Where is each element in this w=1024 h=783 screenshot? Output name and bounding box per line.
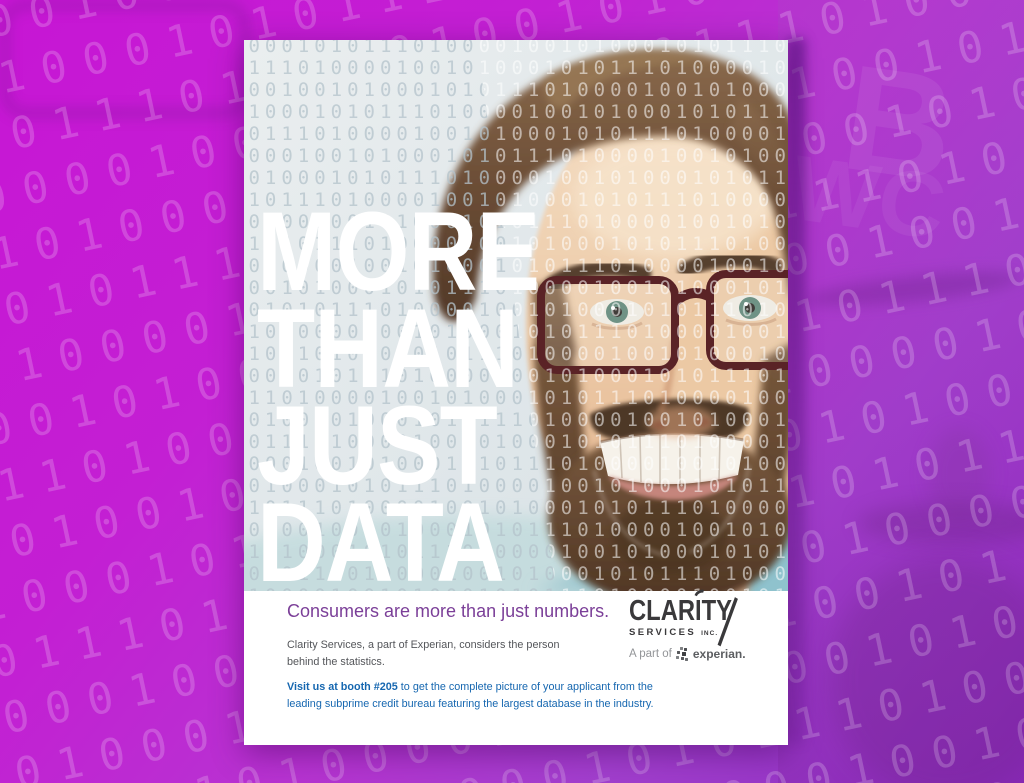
binary-row: 0101000101011101000010010100010101110100 [476, 541, 788, 563]
binary-row: 0100001001010001010111010000100101000101 [244, 585, 557, 591]
binary-row: 1000010010100010101110100001001010001010 [244, 211, 557, 233]
binary-row: 0101110100001001010001010111010000100101 [244, 189, 557, 211]
binary-row: 1000010010100010101110100001001010001010 [244, 519, 561, 541]
partner-prefix-text: A part of [629, 648, 672, 660]
clarity-services-line: SERVICES INC. [629, 627, 751, 638]
binary-row: 1011101000010010100010101110100001001010 [244, 123, 557, 145]
experian-text: experian. [692, 647, 746, 661]
binary-row: 1010001010111010000100101000101011101000 [476, 167, 788, 189]
man-photo: 1000101011101000010010100010101110100001… [244, 40, 788, 591]
binary-row: 0000100101000101011101000010010100010101 [476, 453, 788, 475]
binary-row: 0101110100001001010001010111010000100101 [476, 189, 788, 211]
headline-line: THAN [257, 286, 519, 411]
headline-line: MORE [257, 189, 540, 314]
binary-row: 0101110100001001010001010111010000100101 [244, 497, 561, 519]
cta-copy: Visit us at booth #205 to get the comple… [287, 679, 654, 712]
binary-row: 1010001010111010000100101000101011101000 [476, 475, 788, 497]
cta-bold: Visit us at booth #205 [287, 681, 398, 693]
binary-row: 0101110100001001010001010111010000100101 [476, 497, 788, 519]
ghost-beard [828, 556, 1024, 783]
binary-row: 1101000010010100010101110100001001010001 [476, 321, 788, 343]
binary-row: 1000010010100010101110100001001010001010 [476, 519, 788, 541]
services-text: SERVICES [629, 627, 697, 638]
binary-row: 0000100101000101011101000010010100010101 [244, 453, 561, 475]
headline-line: DATA [257, 480, 505, 592]
binary-row: 0000100101000101011101000010010100010101 [476, 145, 788, 167]
binary-row: 0010101110100001001010001010111010000100 [476, 299, 788, 321]
binary-row: 0100010101110100001001010001010111010000 [476, 101, 788, 123]
binary-row: 1001010001010111010000100101000101011101 [476, 277, 788, 299]
binary-row: 1010000100101000101011101000010010100010 [476, 255, 788, 277]
binary-row: 1001010001010111010000100101000101011101 [244, 277, 557, 299]
headline: MORE THAN JUST DATA [257, 189, 677, 592]
binary-row: 0111010000100101000101011101000010010100 [476, 57, 788, 79]
man-photo-illustration [244, 40, 788, 591]
clarity-logo-block: CLARITY SERVICES INC. A part of experian… [629, 587, 751, 661]
binary-row: 1110100001001010001010111010000100101000 [476, 387, 788, 409]
binary-row: 0100101000101011101000010010100010101110 [244, 343, 561, 365]
binary-row: 1010111010000100101000101011101000010010 [244, 563, 561, 585]
binary-row: 0101011101000010010100010101110100001001 [476, 233, 788, 255]
binary-row: 0010101110100001001010001010111010000100 [244, 299, 557, 321]
binary-row: 1000010010100010101110100001001010001010 [476, 211, 788, 233]
body-copy: Clarity Services, a part of Experian, co… [287, 637, 559, 670]
cta-line: Visit us at booth #205 to get the comple… [287, 679, 654, 696]
binary-row: 0101011101000010010100010101110100001001 [244, 233, 557, 255]
binary-texture-photo-gray: 1000101011101000010010100010101110100001… [244, 40, 561, 591]
binary-row: 1101000010010100010101110100001001010001 [244, 321, 561, 343]
binary-row: 0101000101011101000010010100010101110100 [244, 541, 561, 563]
binary-row: 0010010100010101110100001001010001010111 [244, 409, 561, 431]
ghost-nose [928, 428, 990, 520]
binary-row: 0000100101000101011101000010010100010101 [244, 145, 557, 167]
body-line: Clarity Services, a part of Experian, co… [287, 639, 560, 651]
binary-row: 0100101000101011101000010010100010101110 [476, 343, 788, 365]
binary-row: 0111010000100101000101011101000010010100 [244, 57, 557, 79]
binary-row: 1010001010111010000100101000101011101000 [244, 167, 557, 189]
binary-row: 1000101011101000010010100010101110100001 [396, 40, 788, 57]
cta-line: leading subprime credit bureau featuring… [287, 697, 654, 710]
experian-partner-line: A part of experian. [629, 647, 751, 661]
poster-edge-shadow [786, 38, 806, 745]
poster: 1000101011101000010010100010101110100001… [244, 40, 788, 745]
experian-dots-logo [675, 647, 689, 661]
binary-row: 1110100001001010001010111010000100101000 [244, 387, 561, 409]
clarity-wordmark: CLARITY [629, 587, 738, 647]
binary-row: 0001001010001010111010000100101000101011 [244, 79, 557, 101]
info-panel: Consumers are more than just numbers. Cl… [244, 587, 788, 745]
tagline: Consumers are more than just numbers. [287, 601, 610, 621]
ghost-moustache [858, 502, 1024, 544]
clarity-wordmark-text: CLARITY [629, 595, 733, 627]
binary-row: 1010001010111010000100101000101011101000 [244, 475, 561, 497]
binary-row: 1011101000010010100010101110100001001010 [244, 431, 561, 453]
binary-row: 0001010111010000100101000101011101000010 [476, 365, 788, 387]
binary-texture-photo-white: 1000101011101000010010100010101110100001… [396, 40, 788, 591]
cta-rest: to get the complete picture of your appl… [397, 681, 653, 693]
binary-row: 0001001010001010111010000100101000101011 [476, 79, 788, 101]
headline-line: JUST [257, 383, 498, 508]
body-line: behind the statistics. [287, 655, 385, 668]
binary-row: 1010000100101000101011101000010010100010 [244, 255, 557, 277]
binary-row: 1011101000010010100010101110100001001010 [476, 431, 788, 453]
binary-row: 0100001001010001010111010000100101000101 [476, 585, 788, 591]
binary-row: 0100010101110100001001010001010111010000 [244, 101, 557, 123]
binary-row: 0001010111010000100101000101011101000010 [244, 365, 561, 387]
binary-row: 1011101000010010100010101110100001001010 [476, 123, 788, 145]
ghost-portrait-overlay [778, 0, 1024, 783]
inc-text: INC. [701, 630, 719, 637]
binary-row: 0010010100010101110100001001010001010111 [476, 409, 788, 431]
